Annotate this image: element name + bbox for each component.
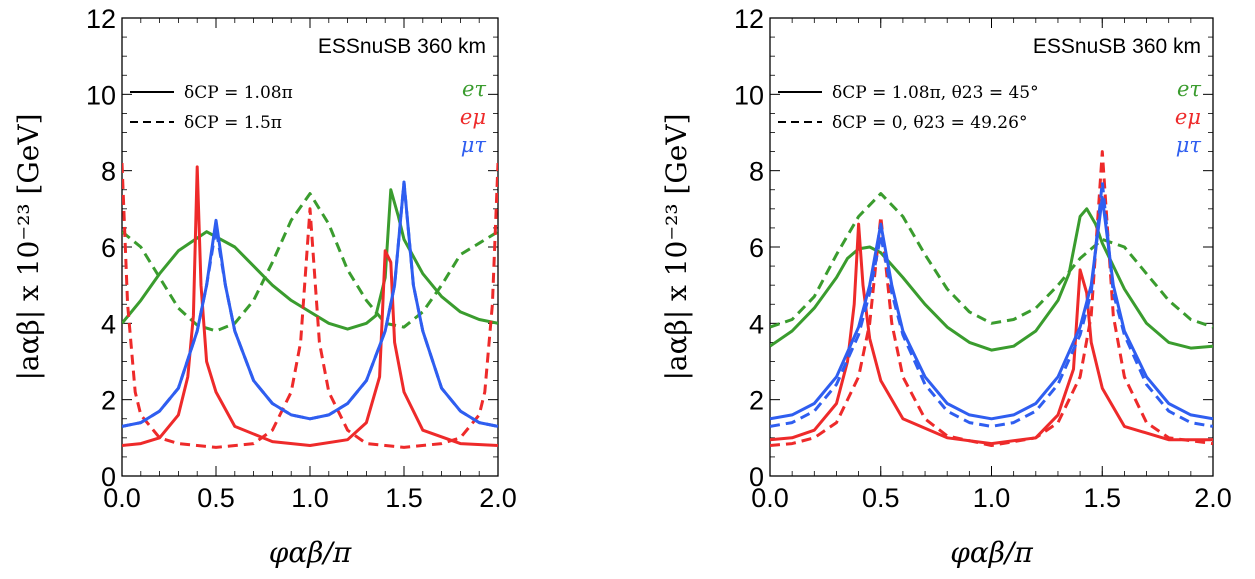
legend-label: δCP = 1.08π (184, 83, 293, 103)
y-tick-label: 2 (749, 386, 764, 416)
series-line-solid (770, 207, 1213, 352)
y-tick-label: 10 (86, 80, 116, 110)
series-line-dashed (770, 192, 1213, 329)
legend-label: δCP = 1.5π (184, 113, 282, 133)
x-tick-label: 1.5 (1083, 483, 1121, 513)
y-tick-label: 2 (101, 386, 116, 416)
y-axis-label: |aαβ| x 10⁻²³ [GeV] (660, 113, 693, 380)
series-line-dashed (770, 180, 1213, 428)
x-axis-label: φαβ/π (269, 536, 352, 569)
y-tick-label: 8 (749, 157, 764, 187)
annotation-title: ESSnuSB 360 km (318, 35, 486, 58)
x-tick-label: 0.0 (751, 483, 789, 513)
y-tick-label: 12 (86, 4, 116, 34)
series-line-dashed (770, 150, 1213, 447)
series-label: μτ (1176, 133, 1202, 157)
series-label: eμ (460, 105, 486, 129)
panel-1: 0.0 0.5 1.0 1.5 2.0 0 2 4 6 8 10 12 φαβ/π |aαβ| x 10⁻… (12, 4, 517, 569)
series-line-solid (122, 165, 498, 447)
series-line-dashed (122, 192, 498, 333)
y-tick-label: 6 (749, 233, 764, 263)
y-tick-label: 8 (101, 157, 116, 187)
x-axis-label: φαβ/π (950, 536, 1033, 569)
series-label: eμ (1175, 105, 1201, 129)
series-line-dashed (122, 162, 498, 449)
y-tick-label: 12 (734, 4, 764, 34)
y-tick-label: 0 (101, 462, 116, 492)
series-label: eτ (1177, 77, 1201, 101)
y-tick-label: 6 (101, 233, 116, 263)
annotation-title: ESSnuSB 360 km (1033, 35, 1201, 58)
x-tick-label: 1.0 (973, 483, 1011, 513)
x-tick-label: 2.0 (479, 483, 517, 513)
legend-label: δCP = 0, θ23 = 49.26° (832, 113, 1027, 133)
curves (770, 150, 1213, 447)
x-tick-label: 0.5 (197, 483, 235, 513)
panel-2: 0.0 0.5 1.0 1.5 2.0 0 2 4 6 8 10 12 φαβ/π |aαβ| x 10⁻… (660, 4, 1232, 569)
y-tick-label: 4 (749, 309, 764, 339)
series-line-dashed (122, 180, 498, 428)
plot-frame (121, 17, 499, 477)
curves (122, 162, 498, 449)
series-line-solid (770, 222, 1213, 446)
x-tick-label: 0.0 (103, 483, 141, 513)
y-tick-label: 0 (749, 462, 764, 492)
y-axis-label: |aαβ| x 10⁻²³ [GeV] (12, 113, 45, 380)
x-tick-label: 1.5 (385, 483, 423, 513)
y-tick-label: 10 (734, 80, 764, 110)
series-label: eτ (462, 77, 486, 101)
legend-label: δCP = 1.08π, θ23 = 45° (832, 83, 1039, 103)
x-tick-label: 1.0 (291, 483, 329, 513)
x-tick-label: 2.0 (1194, 483, 1232, 513)
series-label: μτ (461, 133, 487, 157)
y-tick-label: 4 (101, 309, 116, 339)
x-tick-label: 0.5 (862, 483, 900, 513)
series-line-solid (122, 188, 498, 331)
